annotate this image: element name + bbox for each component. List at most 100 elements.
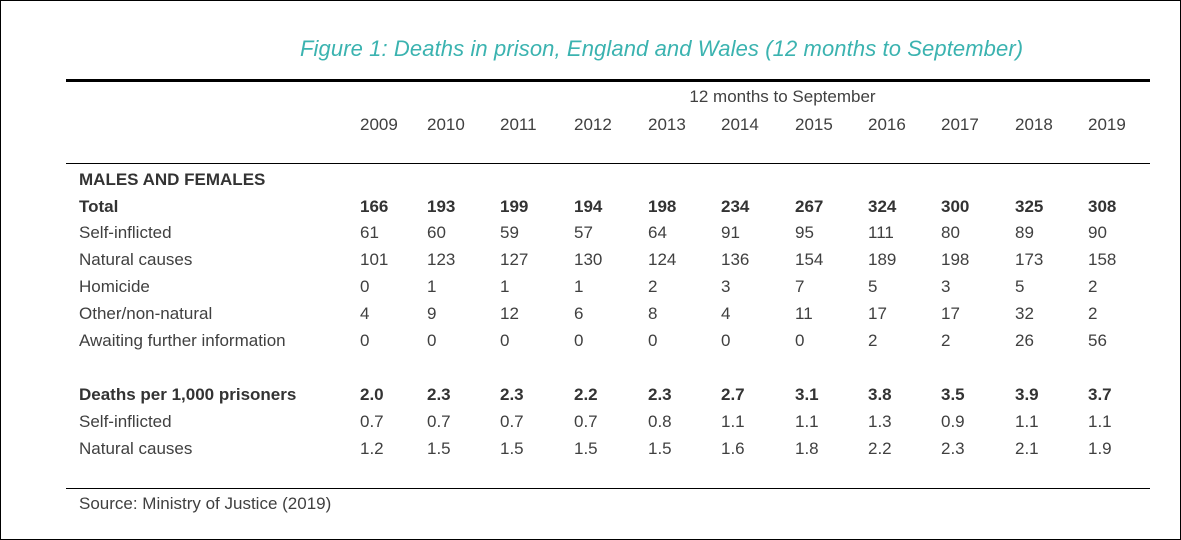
table-cell: 130 bbox=[574, 250, 603, 269]
table-cell: 189 bbox=[868, 250, 897, 269]
row-label: Homicide bbox=[79, 277, 150, 296]
table-cell: 1.1 bbox=[1088, 412, 1112, 431]
row-label: Self-inflicted bbox=[79, 223, 172, 242]
table-cell: 2 bbox=[1088, 277, 1098, 296]
table-cell: 136 bbox=[721, 250, 750, 269]
table-cell: 111 bbox=[868, 223, 894, 242]
table-cell: 9 bbox=[427, 304, 437, 323]
table-cell: 1.2 bbox=[360, 439, 384, 458]
table-cell: 2.7 bbox=[721, 385, 745, 404]
table-cell: 324 bbox=[868, 197, 897, 216]
table-cell: 2 bbox=[868, 331, 878, 350]
table-cell: 80 bbox=[941, 223, 960, 242]
table-cell: 234 bbox=[721, 197, 750, 216]
table-cell: 0.8 bbox=[648, 412, 672, 431]
table-cell: 0 bbox=[360, 331, 370, 350]
table-cell: 0 bbox=[427, 331, 437, 350]
table-cell: 4 bbox=[721, 304, 731, 323]
table-cell: 90 bbox=[1088, 223, 1107, 242]
table-cell: 5 bbox=[1015, 277, 1025, 296]
table-cell: 1.1 bbox=[795, 412, 819, 431]
table-cell: 308 bbox=[1088, 197, 1117, 216]
table-cell: 64 bbox=[648, 223, 667, 242]
column-header-year: 2016 bbox=[868, 115, 906, 134]
table-cell: 0 bbox=[574, 331, 584, 350]
table-cell: 199 bbox=[500, 197, 529, 216]
table-cell: 1.5 bbox=[574, 439, 598, 458]
table-cell: 61 bbox=[360, 223, 379, 242]
table-cell: 154 bbox=[795, 250, 824, 269]
column-header-year: 2011 bbox=[500, 115, 537, 134]
table-cell: 1 bbox=[500, 277, 510, 296]
table-cell: 198 bbox=[648, 197, 677, 216]
table-cell: 1.5 bbox=[648, 439, 672, 458]
table-cell: 8 bbox=[648, 304, 658, 323]
table-cell: 89 bbox=[1015, 223, 1034, 242]
table-cell: 0 bbox=[795, 331, 805, 350]
table-cell: 193 bbox=[427, 197, 456, 216]
table-cell: 2.3 bbox=[648, 385, 672, 404]
table-cell: 2 bbox=[1088, 304, 1098, 323]
table-cell: 2.0 bbox=[360, 385, 384, 404]
column-header-year: 2014 bbox=[721, 115, 759, 134]
table-cell: 1.5 bbox=[427, 439, 451, 458]
table-cell: 0.7 bbox=[500, 412, 524, 431]
table-cell: 7 bbox=[795, 277, 805, 296]
table-cell: 1.9 bbox=[1088, 439, 1112, 458]
table-cell: 2.3 bbox=[941, 439, 965, 458]
table-cell: 3.7 bbox=[1088, 385, 1112, 404]
table-cell: 0 bbox=[500, 331, 510, 350]
table-cell: 3.9 bbox=[1015, 385, 1039, 404]
table-cell: 101 bbox=[360, 250, 389, 269]
row-label: Other/non-natural bbox=[79, 304, 213, 323]
table-cell: 300 bbox=[941, 197, 970, 216]
table-cell: 2.2 bbox=[868, 439, 892, 458]
table-cell: 5 bbox=[868, 277, 878, 296]
column-group-label: 12 months to September bbox=[689, 87, 876, 106]
row-label: Awaiting further information bbox=[79, 331, 286, 350]
table-cell: 2 bbox=[648, 277, 658, 296]
table-cell: 11 bbox=[795, 304, 813, 323]
row-label: Total bbox=[79, 197, 119, 216]
table-cell: 1 bbox=[574, 277, 584, 296]
table-cell: 3 bbox=[941, 277, 951, 296]
table-cell: 166 bbox=[360, 197, 389, 216]
column-header-year: 2012 bbox=[574, 115, 612, 134]
row-label: Deaths per 1,000 prisoners bbox=[79, 385, 297, 404]
table-cell: 91 bbox=[721, 223, 740, 242]
row-label: Natural causes bbox=[79, 250, 193, 269]
table-cell: 56 bbox=[1088, 331, 1107, 350]
row-label: Self-inflicted bbox=[79, 412, 172, 431]
table-cell: 1.5 bbox=[500, 439, 524, 458]
column-header-year: 2018 bbox=[1015, 115, 1053, 134]
table-cell: 1.8 bbox=[795, 439, 819, 458]
table-cell: 6 bbox=[574, 304, 584, 323]
table-cell: 0 bbox=[721, 331, 731, 350]
table-cell: 2 bbox=[941, 331, 951, 350]
table-cell: 127 bbox=[500, 250, 529, 269]
table-cell: 57 bbox=[574, 223, 593, 242]
table-cell: 198 bbox=[941, 250, 970, 269]
table-cell: 0.7 bbox=[574, 412, 598, 431]
table-cell: 3.8 bbox=[868, 385, 892, 404]
table-cell: 95 bbox=[795, 223, 814, 242]
table-bottom-rule bbox=[66, 488, 1150, 489]
column-header-year: 2017 bbox=[941, 115, 979, 134]
table-cell: 1.1 bbox=[721, 412, 745, 431]
table-cell: 124 bbox=[648, 250, 677, 269]
table-cell: 12 bbox=[500, 304, 519, 323]
table-cell: 0.7 bbox=[427, 412, 451, 431]
table-cell: 4 bbox=[360, 304, 370, 323]
table-cell: 194 bbox=[574, 197, 603, 216]
column-header-year: 2009 bbox=[360, 115, 398, 134]
table-cell: 123 bbox=[427, 250, 456, 269]
table-cell: 32 bbox=[1015, 304, 1034, 323]
table-top-rule bbox=[66, 79, 1150, 82]
figure-title: Figure 1: Deaths in prison, England and … bbox=[300, 36, 1024, 61]
table-cell: 0.7 bbox=[360, 412, 384, 431]
table-cell: 158 bbox=[1088, 250, 1117, 269]
table-cell: 267 bbox=[795, 197, 824, 216]
table-cell: 0 bbox=[648, 331, 658, 350]
header-bottom-rule bbox=[66, 163, 1150, 164]
table-cell: 1.6 bbox=[721, 439, 745, 458]
